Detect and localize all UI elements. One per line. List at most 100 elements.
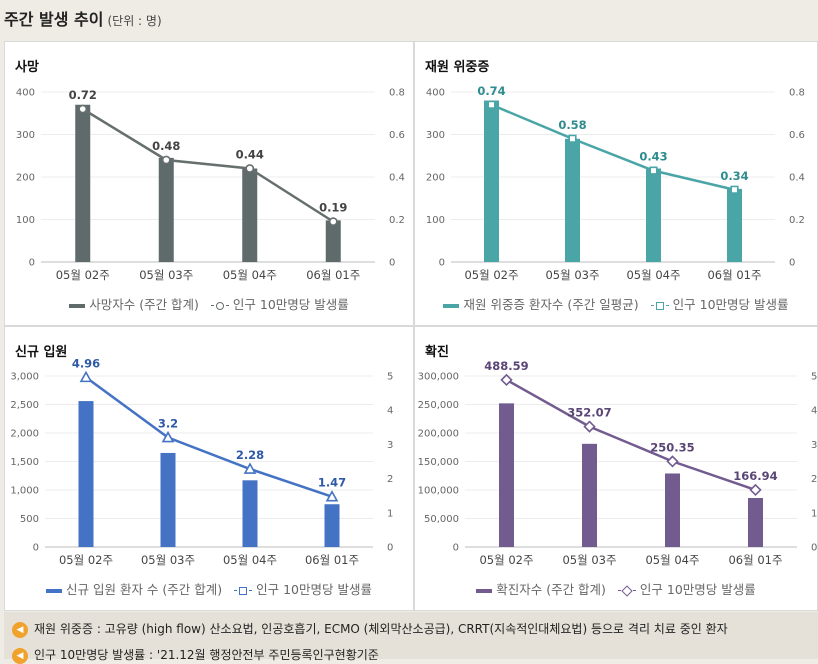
y-tick-left: 100	[16, 215, 35, 226]
line-marker	[583, 420, 596, 433]
y-tick-left: 150,000	[418, 457, 459, 468]
line-marker	[730, 185, 739, 194]
x-tick-label: 05월 03주	[141, 553, 195, 567]
data-label: 4.96	[72, 356, 100, 370]
data-label: 3.2	[158, 417, 178, 431]
line-marker	[568, 134, 577, 143]
y-tick-left: 0	[29, 258, 35, 269]
x-tick-label: 05월 04주	[223, 268, 277, 282]
legend-bar-label: 신규 입원 환자 수 (주간 합계)	[66, 582, 223, 597]
legend-line-swatch	[650, 301, 669, 311]
y-tick-left: 1,500	[10, 457, 39, 468]
y-tick-left: 400	[426, 88, 445, 99]
data-label: 352.07	[567, 406, 611, 420]
data-label: 0.34	[720, 169, 748, 183]
data-label: 488.59	[484, 359, 528, 373]
y-tick-right: 500	[811, 372, 818, 383]
y-tick-right: 1	[387, 508, 393, 519]
chart-legend: 신규 입원 환자 수 (주간 합계) 인구 10만명당 발생률	[5, 579, 413, 598]
bar	[484, 100, 499, 262]
chart-legend: 확진자수 (주간 합계) 인구 10만명당 발생률	[415, 579, 817, 598]
y-tick-right: 300	[811, 440, 818, 451]
data-label: 2.28	[236, 448, 264, 462]
line-marker	[161, 155, 171, 165]
chart-legend: 재원 위중증 환자수 (주간 일평균) 인구 10만명당 발생률	[415, 294, 817, 313]
y-tick-right: 200	[811, 474, 818, 485]
data-label: 0.72	[69, 88, 97, 102]
y-tick-left: 200	[16, 173, 35, 184]
footnote-text: 인구 10만명당 발생률 : '21.12월 행정안전부 주민등록인구현황기준	[34, 648, 379, 662]
y-tick-left: 3,000	[10, 372, 39, 383]
bar	[582, 443, 597, 547]
data-label: 0.19	[319, 201, 347, 215]
legend-bar-swatch	[476, 588, 493, 593]
y-tick-left: 2,500	[10, 400, 39, 411]
panel-title: 재원 위중증	[425, 60, 490, 75]
legend-bar-swatch	[46, 588, 62, 593]
legend-bar-swatch	[443, 303, 460, 308]
bar	[324, 504, 340, 547]
y-tick-left: 0	[439, 258, 445, 269]
y-tick-right: 4	[387, 406, 393, 417]
y-tick-right: 100	[811, 508, 818, 519]
y-tick-right: 0.4	[389, 173, 405, 184]
y-tick-right: 0.6	[789, 130, 805, 141]
y-tick-left: 0	[33, 543, 39, 554]
bar	[158, 157, 174, 262]
data-label: 0.74	[477, 84, 505, 98]
x-tick-label: 05월 04주	[626, 268, 680, 282]
footnote-rate: ◀ 인구 10만명당 발생률 : '21.12월 행정안전부 주민등록인구현황기준	[12, 646, 379, 664]
line-marker	[649, 166, 658, 175]
y-tick-left: 500	[20, 514, 39, 525]
line-marker	[325, 490, 339, 502]
y-tick-right: 5	[387, 372, 393, 383]
rate-line	[491, 103, 735, 191]
y-tick-right: 0.4	[789, 173, 805, 184]
legend-line-swatch	[234, 586, 253, 596]
bar	[325, 220, 341, 262]
panel-admission: 신규 입원 0 500 1,000 1,500 2,000 2,500 3,000 0 1 2 3 4…	[4, 326, 414, 611]
y-tick-left: 1,000	[10, 486, 39, 497]
chart-death: 0 100 200 300 400 0 0.2 0.4 0.6 0.8 05월 02주 05월 03주…	[16, 88, 405, 283]
footnote-text: 재원 위중증 : 고유량 (high flow) 산소요법, 인공호흡기, EC…	[34, 622, 728, 636]
x-tick-label: 06월 01주	[728, 553, 782, 567]
legend-line-label: 인구 10만명당 발생률	[639, 582, 756, 597]
line-marker	[666, 455, 679, 468]
bar	[78, 401, 94, 547]
x-tick-label: 05월 03주	[562, 553, 616, 567]
chart-confirmed: 0 50,000 100,000 150,000 200,000 250,000 300,0…	[418, 359, 818, 567]
legend-line-swatch	[210, 301, 229, 311]
x-tick-label: 06월 01주	[707, 268, 761, 282]
line-marker	[500, 373, 513, 387]
y-tick-right: 0.2	[389, 215, 405, 226]
footnote-severe: ◀ 재원 위중증 : 고유량 (high flow) 산소요법, 인공호흡기, E…	[12, 620, 728, 638]
panel-severe: 재원 위중증 0 100 200 300 400 0 0.2 0.4 0.6 0.8 05월 02주…	[414, 41, 818, 326]
rate-line	[85, 376, 333, 498]
bar	[242, 168, 258, 262]
panel-death: 사망 0 100 200 300 400 0 0.2 0.4 0.6 0.8 05월 02주 05월 …	[4, 41, 414, 326]
y-tick-right: 0.8	[389, 88, 405, 99]
bar	[665, 473, 680, 547]
x-tick-label: 05월 03주	[545, 268, 599, 282]
panel-confirmed: 확진 0 50,000 100,000 150,000 200,000 250,000 30…	[414, 326, 818, 611]
y-tick-right: 0	[789, 258, 795, 269]
x-tick-label: 05월 04주	[223, 553, 277, 567]
legend-line-swatch	[617, 584, 636, 597]
x-tick-label: 06월 01주	[306, 268, 360, 282]
legend-bar-label: 사망자수 (주간 합계)	[89, 297, 199, 312]
bar	[499, 403, 514, 547]
bar	[646, 168, 661, 262]
page-title: 주간 발생 추이 (단위 : 명)	[4, 6, 162, 30]
y-tick-right: 0	[389, 258, 395, 269]
line-marker	[487, 100, 496, 109]
x-tick-label: 05월 02주	[56, 268, 110, 282]
speaker-icon: ◀	[12, 647, 28, 664]
y-tick-left: 100,000	[418, 486, 459, 497]
x-tick-label: 05월 04주	[645, 553, 699, 567]
line-marker	[161, 430, 175, 443]
y-tick-right: 0	[387, 543, 393, 554]
line-marker	[78, 104, 88, 114]
legend-bar-label: 확진자수 (주간 합계)	[496, 582, 606, 597]
data-label: 0.43	[639, 150, 667, 164]
y-tick-right: 0.2	[789, 215, 805, 226]
